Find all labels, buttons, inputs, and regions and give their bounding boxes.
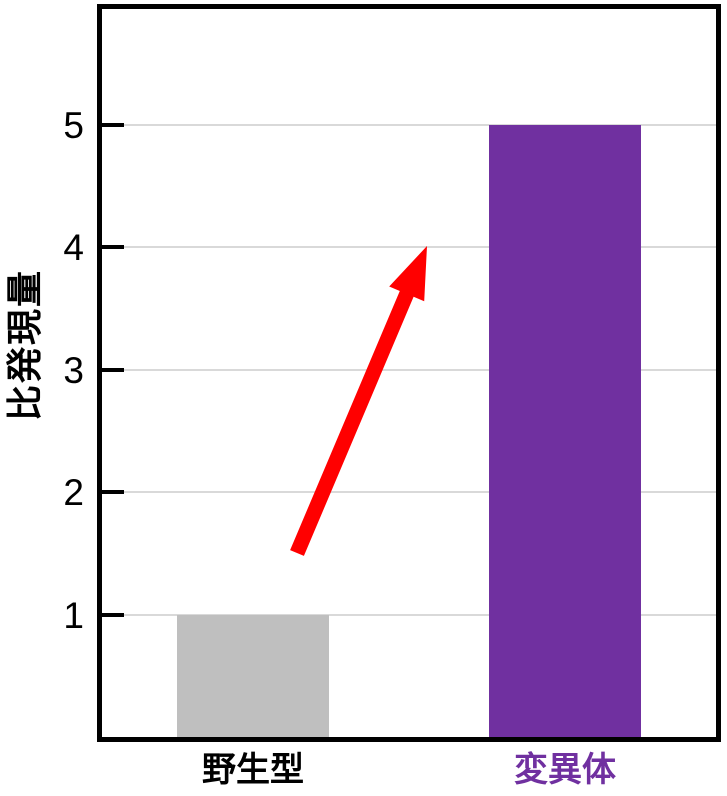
x-category-label-変異体: 変異体	[514, 751, 616, 789]
y-tick-mark-4	[102, 245, 124, 249]
gridline-y-5	[102, 123, 716, 126]
y-tick-mark-3	[102, 367, 124, 372]
y-tick-label-5: 5	[63, 104, 84, 146]
x-category-label-野生型: 野生型	[202, 751, 304, 789]
gridline-y-1	[102, 613, 716, 616]
y-tick-label-4: 4	[63, 227, 84, 268]
y-tick-label-1: 1	[63, 594, 84, 636]
y-tick-label-2: 2	[63, 472, 84, 513]
bar-変異体	[489, 124, 641, 737]
bar-野生型	[177, 614, 329, 737]
y-tick-mark-2	[102, 490, 124, 494]
y-tick-mark-5	[102, 122, 124, 127]
plot-area	[97, 4, 721, 742]
y-axis-title: 比発現量	[4, 268, 45, 422]
y-tick-label-3: 3	[63, 349, 84, 391]
y-tick-mark-1	[102, 612, 124, 617]
